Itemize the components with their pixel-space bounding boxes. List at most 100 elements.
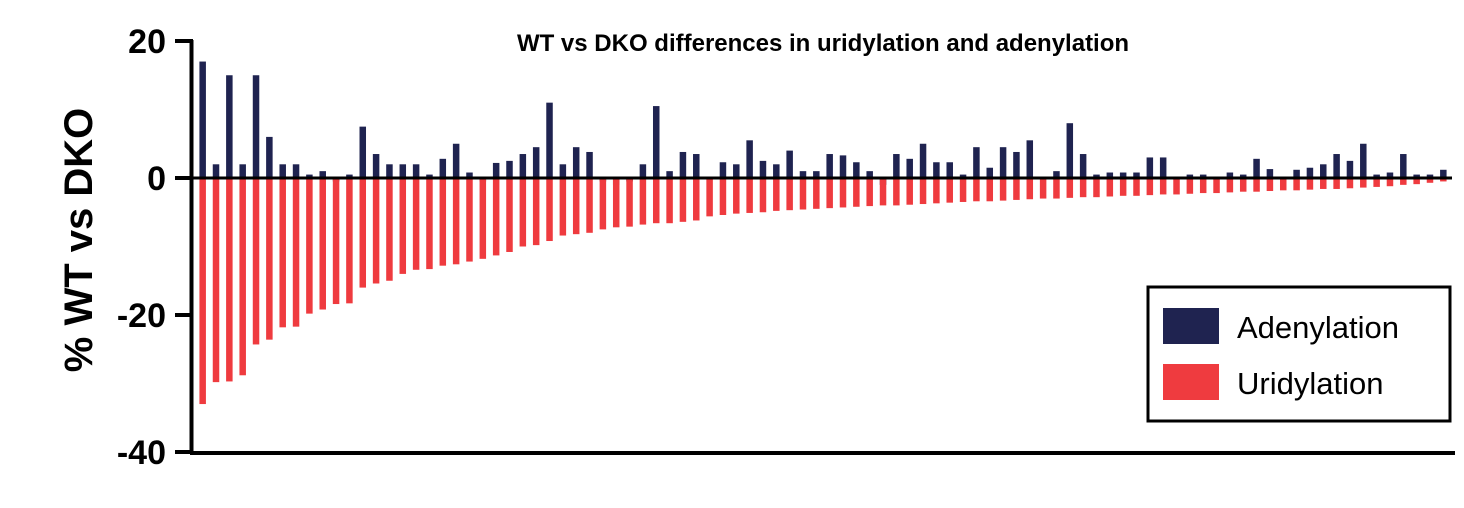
adenylation-bar — [306, 174, 313, 178]
uridylation-bar — [1079, 178, 1087, 198]
adenylation-bar — [1119, 172, 1127, 178]
uridylation-bar — [212, 178, 220, 383]
uridylation-bar — [479, 178, 487, 259]
adenylation-bar — [1426, 174, 1434, 178]
uridylation-bar — [252, 178, 260, 345]
uridylation-bar — [599, 178, 607, 230]
adenylation-bar — [412, 164, 420, 178]
uridylation-bar — [1213, 178, 1220, 194]
uridylation-bar — [452, 178, 460, 265]
uridylation-bar — [412, 178, 420, 270]
uridylation-bar — [733, 178, 740, 214]
uridylation-bar — [1066, 178, 1074, 198]
adenylation-bar — [866, 171, 873, 178]
uridylation-bar — [292, 178, 300, 327]
uridylation-bar — [306, 178, 313, 314]
uridylation-bar — [466, 178, 473, 262]
uridylation-bar — [1186, 178, 1194, 194]
adenylation-bar — [746, 140, 753, 178]
uridylation-bar — [386, 178, 393, 281]
uridylation-bar — [572, 178, 580, 235]
uridylation-bar — [586, 178, 593, 233]
uridylation-bar — [546, 178, 553, 242]
adenylation-bar — [279, 164, 286, 178]
adenylation-bar — [1146, 157, 1154, 178]
uridylation-bar — [679, 178, 687, 222]
y-tick-label: 0 — [147, 160, 166, 198]
adenylation-bar — [439, 158, 447, 178]
uridylation-bar — [652, 178, 660, 224]
adenylation-bar — [1293, 169, 1300, 178]
uridylation-bar — [1346, 178, 1354, 189]
legend-swatch-uridylation — [1163, 364, 1219, 400]
adenylation-bar — [919, 143, 927, 178]
uridylation-bar — [1199, 178, 1207, 194]
uridylation-bar — [1360, 178, 1367, 188]
adenylation-bar — [1053, 171, 1060, 178]
adenylation-bar — [826, 154, 833, 178]
uridylation-bar — [279, 178, 286, 328]
adenylation-bar — [1333, 154, 1340, 178]
uridylation-bar — [746, 178, 753, 213]
adenylation-bar — [212, 164, 220, 178]
adenylation-bar — [1413, 174, 1420, 178]
adenylation-bar — [1066, 123, 1074, 178]
uridylation-bar — [906, 178, 913, 205]
uridylation-bar — [759, 178, 767, 213]
uridylation-bar — [199, 178, 206, 405]
uridylation-bar — [439, 178, 447, 266]
adenylation-bar — [546, 102, 553, 178]
adenylation-bar — [1106, 172, 1114, 178]
uridylation-bar — [879, 178, 887, 206]
adenylation-bar — [1226, 172, 1234, 178]
adenylation-bar — [839, 155, 847, 178]
adenylation-bar — [1013, 151, 1020, 178]
uridylation-bar — [853, 178, 860, 207]
uridylation-bar — [1053, 178, 1060, 199]
uridylation-bar — [1226, 178, 1234, 193]
adenylation-bar — [893, 154, 900, 178]
adenylation-bar — [652, 106, 660, 178]
adenylation-bar — [933, 162, 940, 178]
uridylation-bar — [1320, 178, 1327, 189]
uridylation-bar — [1106, 178, 1114, 197]
adenylation-bar — [1253, 158, 1260, 178]
uridylation-bar — [866, 178, 873, 207]
adenylation-bar — [572, 147, 580, 178]
adenylation-bar — [466, 172, 473, 178]
uridylation-bar — [1159, 178, 1167, 195]
uridylation-bar — [1253, 178, 1260, 192]
uridylation-bar — [626, 178, 633, 227]
uridylation-bar — [959, 178, 967, 202]
uridylation-bar — [226, 178, 233, 382]
adenylation-bar — [559, 164, 567, 178]
uridylation-bar — [1373, 178, 1380, 187]
uridylation-bar — [1013, 178, 1020, 200]
uridylation-bar — [839, 178, 847, 208]
adenylation-bar — [252, 75, 260, 178]
adenylation-bar — [1346, 160, 1354, 179]
adenylation-bar — [319, 171, 326, 178]
uridylation-bar — [999, 178, 1007, 201]
uridylation-bar — [1413, 178, 1420, 185]
legend-swatch-adenylation — [1163, 308, 1219, 344]
adenylation-bar — [666, 171, 673, 178]
adenylation-bar — [733, 164, 740, 178]
uridylation-bar — [1173, 178, 1180, 195]
uridylation-bar — [239, 178, 246, 376]
uridylation-bar — [332, 178, 340, 305]
uridylation-bar — [1293, 178, 1300, 191]
uridylation-bar — [532, 178, 540, 246]
adenylation-bar — [773, 164, 780, 178]
chart-title: WT vs DKO differences in uridylation and… — [517, 30, 1129, 57]
adenylation-bar — [532, 147, 540, 178]
adenylation-bar — [906, 158, 913, 178]
adenylation-bar — [1186, 174, 1194, 178]
legend: Adenylation Uridylation — [1146, 285, 1452, 423]
adenylation-bar — [853, 162, 860, 178]
uridylation-bar — [813, 178, 820, 209]
uridylation-bar — [893, 178, 900, 206]
adenylation-bar — [199, 61, 206, 178]
uridylation-bar — [1039, 178, 1047, 199]
